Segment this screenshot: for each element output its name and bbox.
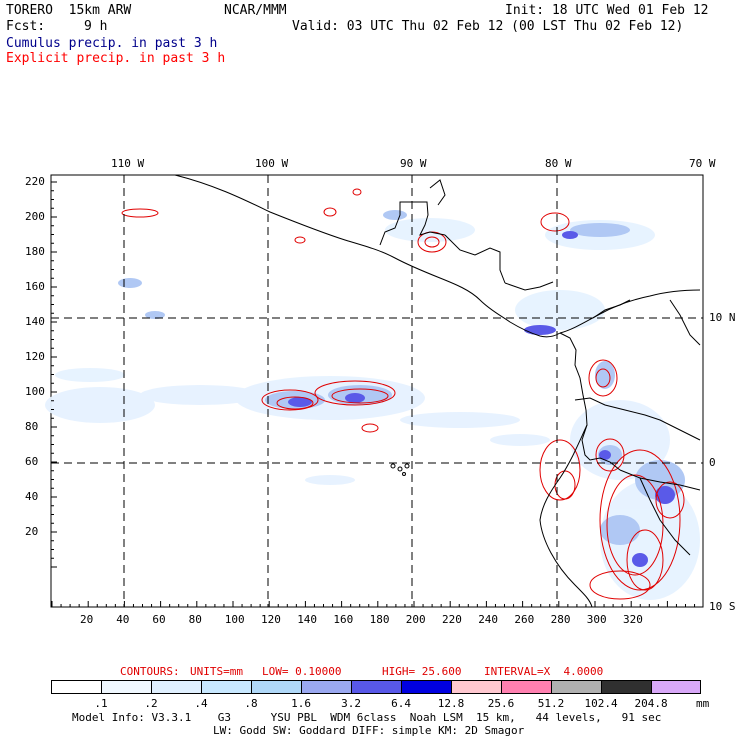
org-label: NCAR/MMM	[224, 3, 287, 18]
scale-unit: mm	[696, 697, 710, 710]
x-grid-label: 60	[152, 613, 166, 626]
y-grid-label: 220	[25, 175, 45, 188]
lat-lon-grid	[51, 175, 703, 607]
scale-swatch	[301, 680, 351, 694]
valid-time: Valid: 03 UTC Thu 02 Feb 12 (00 LST Thu …	[292, 19, 684, 34]
y-grid-label: 140	[25, 315, 45, 328]
axis-ticks	[51, 181, 696, 607]
scale-swatch	[151, 680, 201, 694]
scale-label: 6.4	[391, 697, 411, 710]
cumulus-precip-shading	[45, 210, 700, 600]
contour-high: HIGH= 25.600	[382, 665, 462, 678]
lon-label-70w: 70 W	[689, 157, 716, 170]
y-grid-label: 120	[25, 350, 45, 363]
scale-label: .8	[244, 697, 258, 710]
model-title: TORERO 15km ARW	[6, 3, 132, 18]
contour-units: UNITS=mm	[190, 665, 243, 678]
contour-interval: INTERVAL=X 4.0000	[484, 665, 604, 678]
model-info: Model Info: V3.3.1 G3 YSU PBL WDM 6class…	[72, 711, 662, 724]
y-grid-label: 40	[25, 490, 39, 503]
x-grid-label: 300	[586, 613, 607, 626]
x-grid-label: 100	[224, 613, 245, 626]
x-grid-label: 260	[514, 613, 535, 626]
y-grid-label: 100	[25, 385, 45, 398]
forecast-value: 9 h	[84, 19, 108, 34]
y-grid-label: 200	[25, 210, 45, 223]
lat-label-10s: 10 S	[709, 600, 736, 613]
scale-label: 25.6	[487, 697, 515, 710]
scale-swatch	[101, 680, 151, 694]
scale-label: 12.8	[437, 697, 465, 710]
x-grid-label: 160	[333, 613, 354, 626]
forecast-label: Fcst:	[6, 19, 46, 34]
lon-label-90w: 90 W	[400, 157, 427, 170]
x-grid-label: 280	[550, 613, 571, 626]
lon-label-80w: 80 W	[545, 157, 572, 170]
y-grid-label: 60	[25, 455, 39, 468]
scale-swatch	[401, 680, 451, 694]
lat-label-10n: 10 N	[709, 311, 736, 324]
x-grid-label: 20	[80, 613, 94, 626]
x-grid-label: 180	[369, 613, 390, 626]
scale-swatch	[551, 680, 601, 694]
y-grid-label: 160	[25, 280, 45, 293]
scale-swatch	[51, 680, 101, 694]
scale-swatch	[451, 680, 501, 694]
scale-label: 3.2	[341, 697, 361, 710]
scale-swatch	[501, 680, 551, 694]
x-grid-label: 40	[116, 613, 130, 626]
scale-swatch	[251, 680, 301, 694]
scale-swatch	[601, 680, 651, 694]
scale-label: .2	[144, 697, 158, 710]
coastlines	[174, 174, 701, 608]
lat-label-0: 0	[709, 456, 716, 469]
scale-label: .1	[94, 697, 108, 710]
explicit-precip-contours	[121, 188, 685, 600]
scale-label: 102.4	[584, 697, 618, 710]
contour-low: LOW= 0.10000	[262, 665, 342, 678]
scale-label: .4	[194, 697, 208, 710]
field-explicit-label: Explicit precip. in past 3 h	[6, 51, 226, 66]
x-grid-label: 140	[297, 613, 318, 626]
x-grid-label: 120	[261, 613, 281, 626]
field-cumulus-label: Cumulus precip. in past 3 h	[6, 36, 218, 51]
x-grid-label: 220	[442, 613, 462, 626]
physics-info: LW: Godd SW: Goddard DIFF: simple KM: 2D…	[213, 724, 525, 737]
lon-label-110w: 110 W	[111, 157, 145, 170]
x-grid-label: 320	[623, 613, 643, 626]
init-time: Init: 18 UTC Wed 01 Feb 12	[505, 3, 709, 18]
x-grid-label: 240	[478, 613, 499, 626]
scale-swatch	[201, 680, 251, 694]
scale-label: 51.2	[537, 697, 565, 710]
x-grid-label: 80	[188, 613, 202, 626]
y-grid-label: 80	[25, 420, 39, 433]
scale-label: 1.6	[291, 697, 311, 710]
scale-swatch	[351, 680, 401, 694]
contour-label: CONTOURS:	[120, 665, 180, 678]
galapagos-islands	[390, 463, 410, 476]
x-grid-label: 200	[405, 613, 426, 626]
scale-label: 204.8	[634, 697, 668, 710]
lon-label-100w: 100 W	[255, 157, 289, 170]
scale-swatch	[651, 680, 701, 694]
y-grid-label: 180	[25, 245, 45, 258]
y-grid-label: 20	[25, 525, 39, 538]
